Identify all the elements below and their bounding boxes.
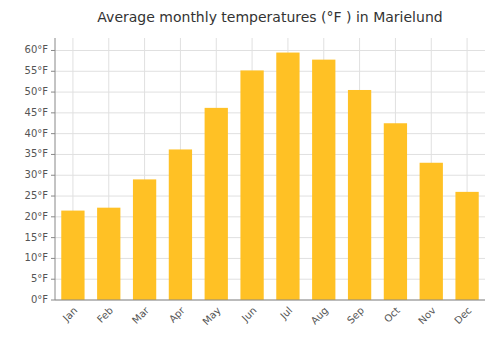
bar [169,149,192,300]
x-tick-label: Mar [130,304,152,326]
bar [420,163,443,300]
x-tick-label: Aug [309,305,331,327]
x-axis: Jan Feb Mar Apr May Jun Jul Aug Sep Oct Nov Dec [55,300,485,327]
x-tick-label: Jan [60,305,79,324]
y-grid-line [55,112,485,113]
y-tick-label: 40°F [25,128,49,139]
x-tick-label: Dec [452,305,473,326]
y-axis-line [55,38,56,300]
bar [348,90,371,300]
y-tick [51,175,55,176]
y-tick-label: 25°F [25,190,49,201]
y-tick-label: 30°F [25,169,49,180]
y-tick-label: 15°F [25,232,49,243]
x-tick-label: Apr [167,304,188,325]
y-tick [51,133,55,134]
bar [97,208,120,300]
y-tick [51,237,55,238]
x-tick-label: Jun [239,305,259,325]
y-grid-line [55,133,485,134]
y-grid-line [55,71,485,72]
y-tick-label: 0°F [31,294,48,305]
y-tick [51,112,55,113]
chart-container: 0°F 5°F 10°F 15°F 20°F 25°F 30°F 35°F 40°F 45°F 50… [0,0,500,350]
y-grid-line [55,50,485,51]
y-tick-label: 50°F [25,86,49,97]
y-tick-label: 55°F [25,65,49,76]
x-tick-label: Feb [95,305,115,325]
y-tick-label: 45°F [25,107,49,118]
bar [240,70,263,300]
bars [61,53,478,300]
y-tick-label: 10°F [25,252,49,263]
chart: 0°F 5°F 10°F 15°F 20°F 25°F 30°F 35°F 40°F 45°F 50… [0,0,500,350]
bar [133,179,156,300]
y-tick-label: 35°F [25,148,49,159]
y-tick [51,216,55,217]
y-tick [51,71,55,72]
bar [312,60,335,300]
title: Average monthly temperatures (°F ) in Ma… [97,9,442,25]
y-tick-label: 5°F [31,273,48,284]
y-grid-line [55,300,485,301]
bar [276,53,299,300]
y-tick-label: 60°F [25,44,49,55]
y-grid-line [55,154,485,155]
y-tick-label: 20°F [25,211,49,222]
y-tick [51,279,55,280]
bar [455,192,478,300]
y-grid-line [55,92,485,93]
y-tick [51,154,55,155]
x-tick-label: Oct [382,305,402,325]
x-axis-line [55,300,485,301]
x-tick-label: Nov [416,305,438,327]
y-tick [51,196,55,197]
x-tick-label: May [200,305,222,327]
y-tick [51,258,55,259]
bar [205,108,228,300]
y-tick [51,300,55,301]
y-axis: 0°F 5°F 10°F 15°F 20°F 25°F 30°F 35°F 40°F 45°F 50… [25,38,55,305]
y-tick [51,50,55,51]
grid [55,38,485,300]
bar [384,123,407,300]
x-tick-label: Sep [345,305,366,326]
x-tick-label: Jul [277,305,294,322]
bar [61,211,84,300]
y-tick [51,92,55,93]
